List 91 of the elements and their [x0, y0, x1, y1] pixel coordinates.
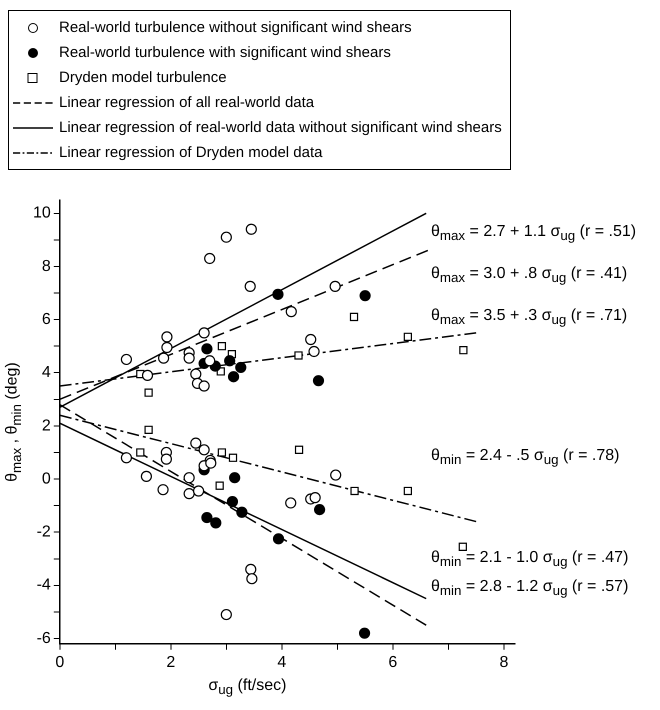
annotation: θ$_{min}$ = 2.4 - .5 σ$_{ug}$ (r = .78)	[431, 446, 620, 467]
legend-label: Real-world turbulence with significant wind shears	[59, 43, 391, 63]
y-tick-label: 8	[42, 258, 51, 275]
point	[161, 342, 173, 354]
point	[210, 517, 222, 528]
x-tick-label: 8	[499, 654, 508, 671]
point	[459, 346, 468, 354]
point	[158, 352, 170, 364]
point	[144, 388, 153, 397]
annotation: θ$_{min}$ = 2.8 - 1.2 σ$_{ug}$ (r = .57)	[431, 578, 628, 598]
point	[204, 252, 216, 264]
x-axis-title: σ$_{ug}$ (ft/sec)	[208, 677, 286, 698]
point	[286, 306, 297, 318]
point	[350, 312, 358, 322]
point	[160, 454, 172, 465]
point	[229, 472, 240, 484]
y-tick-label: -6	[36, 630, 51, 647]
point	[120, 452, 132, 464]
point	[458, 542, 467, 551]
point	[201, 512, 213, 524]
point	[236, 506, 248, 518]
point	[404, 486, 412, 496]
legend-label: Dryden model turbulence	[59, 68, 227, 88]
point	[220, 608, 232, 620]
point	[350, 486, 359, 496]
point	[204, 355, 216, 366]
y-tick-label: 2	[42, 417, 51, 434]
annotation: θ$_{max}$ = 3.0 + .8 σ$_{ug}$ (r = .41)	[431, 264, 628, 285]
legend-label: Real-world turbulence without significant wind shears	[59, 18, 412, 38]
point	[157, 484, 169, 496]
point	[198, 327, 210, 338]
annotation: θ$_{max}$ = 3.5 + .3 σ$_{ug}$ (r = .71)	[431, 306, 628, 327]
point	[246, 573, 258, 584]
point	[224, 355, 236, 366]
point	[218, 342, 226, 350]
point	[184, 472, 195, 484]
point	[305, 334, 316, 346]
x-tick-label: 2	[166, 654, 176, 671]
point	[205, 457, 216, 469]
point	[198, 380, 210, 392]
point	[235, 362, 246, 374]
point	[228, 371, 240, 382]
point	[228, 454, 238, 462]
point	[218, 448, 226, 457]
point	[184, 352, 195, 364]
y-tick-label: 10	[33, 204, 51, 222]
point	[140, 470, 152, 482]
point	[198, 444, 210, 456]
y-tick-label: 0	[42, 470, 51, 488]
point	[190, 368, 202, 380]
point	[245, 564, 256, 575]
point	[144, 426, 153, 434]
point	[404, 332, 412, 341]
point	[330, 280, 341, 292]
point	[201, 343, 213, 354]
point	[360, 290, 371, 302]
legend-label: Linear regression of Dryden model data	[59, 143, 322, 163]
annotation: θ$_{min}$ = 2.1 - 1.0 σ$_{ug}$ (r = .47)	[431, 548, 628, 569]
legend-label: Linear regression of real-world data without significant wind shears	[59, 118, 502, 138]
y-tick-label: -2	[36, 524, 51, 541]
point	[244, 280, 256, 292]
point	[190, 438, 202, 449]
point	[310, 492, 321, 504]
x-tick-label: 6	[388, 654, 398, 671]
x-tick-label: 0	[55, 654, 64, 671]
point	[294, 351, 303, 360]
legend-label: Linear regression of all real-world data	[59, 93, 314, 113]
annotation: θ$_{max}$ = 2.7 + 1.1 σ$_{ug}$ (r = .51)	[431, 223, 636, 244]
point	[142, 370, 154, 381]
y-tick-label: -4	[36, 576, 51, 594]
y-tick-label: 6	[42, 310, 51, 328]
point	[294, 446, 304, 454]
point	[246, 224, 257, 235]
point	[120, 354, 132, 366]
point	[136, 448, 144, 457]
point	[285, 497, 296, 509]
point	[220, 232, 232, 243]
point	[192, 485, 204, 497]
y-tick-label: 4	[42, 364, 51, 382]
point	[184, 488, 195, 500]
point	[161, 331, 173, 342]
point	[358, 628, 370, 639]
point	[312, 375, 324, 386]
x-tick-label: 4	[277, 654, 286, 671]
point	[330, 469, 342, 481]
point	[226, 496, 238, 508]
point	[272, 288, 284, 300]
point	[308, 346, 320, 358]
point	[314, 504, 326, 516]
point	[272, 533, 284, 544]
point	[216, 482, 224, 490]
